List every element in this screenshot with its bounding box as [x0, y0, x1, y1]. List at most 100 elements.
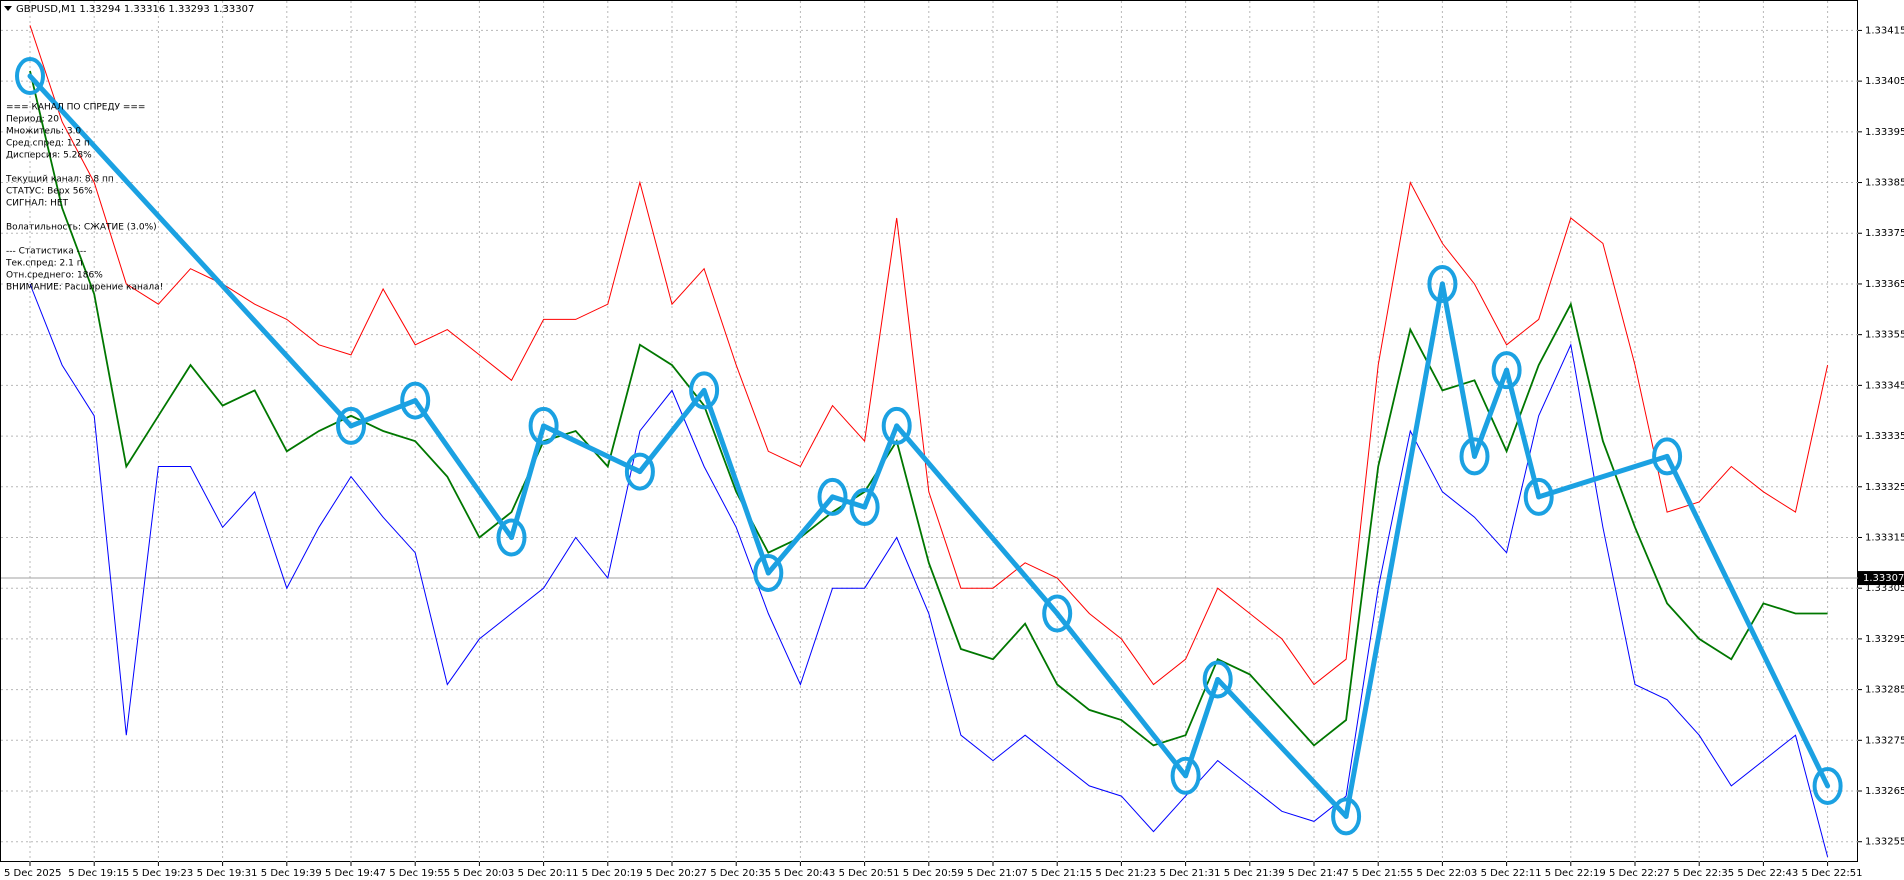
x-tick-label: 5 Dec 2025	[4, 868, 62, 879]
x-tick-label: 5 Dec 22:11	[1481, 868, 1542, 879]
x-tick-label: 5 Dec 19:15	[68, 868, 129, 879]
y-tick-label: 1.33275	[1865, 735, 1904, 746]
x-tick-label: 5 Dec 20:43	[774, 868, 835, 879]
y-tick-label: 1.33365	[1865, 279, 1904, 290]
zigzag-segment	[1664, 453, 1831, 789]
zigzag-segment	[412, 398, 514, 540]
y-tick-label: 1.33295	[1865, 634, 1904, 645]
zigzag-segment	[1343, 281, 1445, 819]
zigzag-pivot	[1427, 264, 1458, 303]
y-tick-label: 1.33385	[1865, 178, 1904, 189]
zigzag-segment	[701, 387, 771, 576]
zigzag-segment	[509, 423, 547, 540]
indicator-text: ВНИМАНИЕ: Расширение канала!	[6, 283, 163, 293]
x-tick-label: 5 Dec 20:35	[710, 868, 771, 879]
indicator-text: СТАТУС: Верх 56%	[6, 187, 93, 197]
zigzag-pivot	[1812, 766, 1843, 805]
y-tick-label: 1.33375	[1865, 228, 1904, 239]
zigzag-pivot	[1459, 437, 1490, 476]
x-tick-label: 5 Dec 20:59	[903, 868, 964, 879]
x-tick-label: 5 Dec 22:03	[1416, 868, 1477, 879]
zigzag-segment	[1054, 611, 1189, 779]
zigzag-segment	[1215, 676, 1349, 819]
zigzag-pivot	[1170, 756, 1201, 795]
x-tick-label: 5 Dec 22:51	[1802, 868, 1863, 879]
y-tick-label: 1.33345	[1865, 380, 1904, 391]
zigzag-pivot	[817, 477, 848, 516]
x-tick-label: 5 Dec 21:39	[1224, 868, 1285, 879]
price-line	[29, 25, 1829, 686]
zigzag-segment	[541, 423, 643, 475]
indicator-text: Множитель: 3.0	[6, 127, 81, 137]
x-tick-label: 5 Dec 22:27	[1609, 868, 1670, 879]
x-tick-label: 5 Dec 21:15	[1031, 868, 1092, 879]
x-tick-label: 5 Dec 21:47	[1288, 868, 1349, 879]
zigzag-pivot	[624, 452, 655, 491]
x-tick-label: 5 Dec 20:11	[518, 868, 579, 879]
last-price-label: 1.33307	[1863, 573, 1904, 584]
y-tick-label: 1.33395	[1865, 127, 1904, 138]
x-tick-label: 5 Dec 22:35	[1673, 868, 1734, 879]
indicator-text: Дисперсия: 5.28%	[6, 151, 92, 161]
x-tick-label: 5 Dec 19:39	[261, 868, 322, 879]
y-tick-label: 1.33355	[1865, 330, 1904, 341]
zigzag-pivot	[1652, 437, 1683, 476]
x-tick-label: 5 Dec 20:03	[453, 868, 514, 879]
indicator-text: === КАНАЛ ПО СПРЕДУ ===	[6, 103, 145, 113]
x-tick-label: 5 Dec 21:23	[1095, 868, 1156, 879]
x-tick-label: 5 Dec 19:55	[389, 868, 450, 879]
zigzag-pivot	[849, 488, 880, 527]
indicator-text: Период: 20	[6, 115, 59, 125]
last-price-box	[1858, 571, 1904, 586]
zigzag-pivot	[1491, 351, 1522, 390]
zigzag-pivot	[15, 57, 45, 96]
y-tick-label: 1.33265	[1865, 786, 1904, 797]
zigzag-segment	[637, 387, 707, 475]
x-tick-label: 5 Dec 19:47	[325, 868, 386, 879]
x-tick-label: 5 Dec 21:55	[1352, 868, 1413, 879]
y-tick-label: 1.33325	[1865, 482, 1904, 493]
x-tick-label: 5 Dec 21:31	[1160, 868, 1221, 879]
zigzag-pivot	[1331, 797, 1362, 836]
indicator-text: Текущий канал: 8.8 пп	[5, 175, 114, 185]
x-tick-label: 5 Dec 22:19	[1545, 868, 1606, 879]
zigzag-segment	[27, 73, 354, 429]
y-tick-label: 1.33405	[1865, 76, 1904, 87]
zigzag-pivot	[528, 406, 559, 445]
zigzag-segment	[894, 423, 1060, 617]
y-tick-label: 1.33255	[1865, 837, 1904, 848]
zigzag-pivot	[1523, 477, 1554, 516]
indicator-text: Сред.спред: 1.2 п	[6, 139, 90, 149]
chart-title: GBPUSD,M1 1.33294 1.33316 1.33293 1.3330…	[16, 4, 254, 15]
zigzag-segment	[830, 494, 868, 510]
indicator-text: Отн.среднего: 186%	[6, 271, 103, 281]
x-tick-label: 5 Dec 20:51	[839, 868, 900, 879]
x-tick-label: 5 Dec 19:31	[197, 868, 258, 879]
x-tick-label: 5 Dec 22:43	[1737, 868, 1798, 879]
indicator-text: Волатильность: СЖАТИЕ (3.0%)	[6, 223, 157, 233]
y-tick-label: 1.33285	[1865, 685, 1904, 696]
zigzag-pivot	[689, 371, 720, 410]
x-tick-label: 5 Dec 21:07	[967, 868, 1028, 879]
zigzag-pivot	[881, 406, 912, 445]
zigzag-pivot	[496, 518, 527, 557]
y-tick-label: 1.33335	[1865, 431, 1904, 442]
zigzag-pivot	[1042, 594, 1073, 633]
price-line	[29, 70, 1828, 747]
zigzag-segment	[1504, 367, 1542, 500]
x-tick-label: 5 Dec 20:19	[582, 868, 643, 879]
x-tick-label: 5 Dec 20:27	[646, 868, 707, 879]
indicator-text: Тек.спред: 2.1 п	[5, 259, 83, 269]
indicator-text: --- Статистика ---	[6, 247, 86, 257]
zigzag-pivot	[336, 406, 366, 445]
zigzag-segment	[1439, 281, 1477, 459]
y-tick-label: 1.33415	[1865, 25, 1904, 36]
zigzag-pivot	[400, 381, 431, 420]
menu-triangle	[4, 6, 12, 11]
x-tick-label: 5 Dec 19:23	[132, 868, 193, 879]
indicator-text: СИГНАЛ: НЕТ	[6, 199, 69, 209]
zigzag-pivot	[753, 553, 784, 592]
zigzag-pivot	[1202, 660, 1233, 699]
y-tick-label: 1.33305	[1865, 583, 1904, 594]
